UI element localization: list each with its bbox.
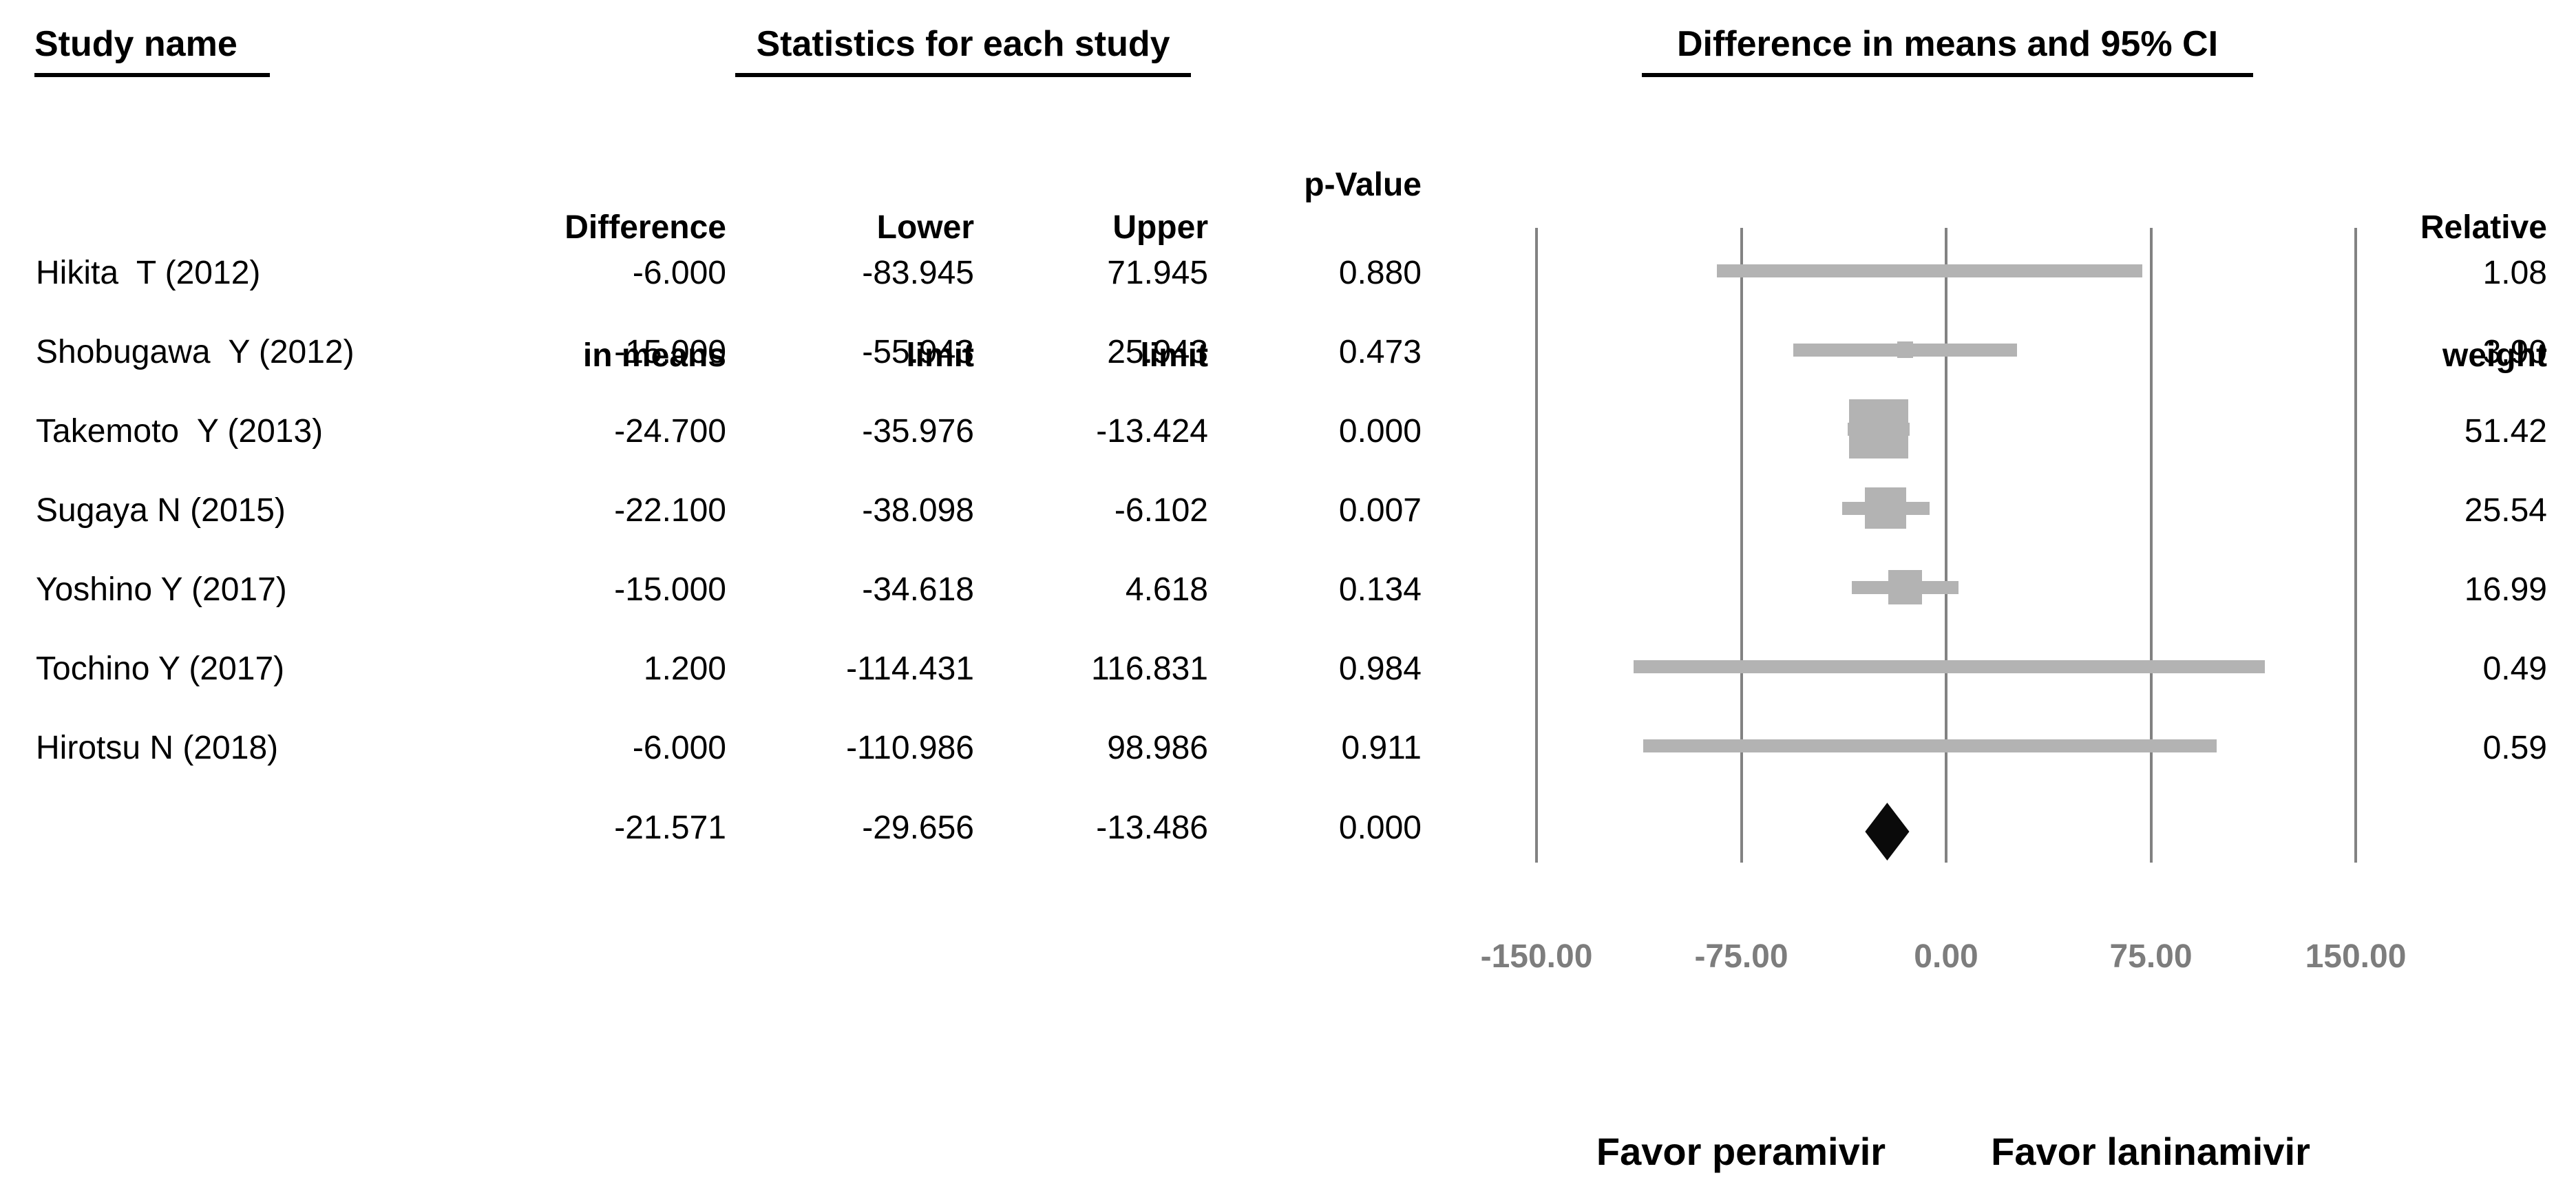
lower-limit-cell: -114.431 <box>846 651 974 687</box>
column-header-line: Difference <box>564 209 726 246</box>
lower-limit-cell: -55.943 <box>862 334 974 370</box>
p-value-cell: 0.134 <box>1338 571 1422 608</box>
relative-weight-cell: 3.90 <box>2482 334 2547 370</box>
relative-weight-cell: 0.59 <box>2482 730 2547 766</box>
relative-weight-cell: 16.99 <box>2464 571 2547 608</box>
lower-limit-cell: -34.618 <box>862 571 974 608</box>
column-header-line: limit <box>1140 337 1208 374</box>
p-value-cell: 0.911 <box>1341 730 1422 766</box>
difference-in-means-cell: 1.200 <box>643 651 726 687</box>
lower-limit-cell: -110.986 <box>846 730 974 766</box>
study-name-header: Study name <box>34 23 270 77</box>
p-value-cell: 0.984 <box>1338 651 1422 687</box>
column-header-line: limit <box>906 337 974 374</box>
x-tick-label: 0.00 <box>1914 938 1978 975</box>
mean-square-marker <box>1897 341 1914 358</box>
p-value-cell: 0.007 <box>1338 492 1422 529</box>
ci-line <box>1634 660 2266 673</box>
study-name-cell: Yoshino Y (2017) <box>36 571 287 608</box>
difference-in-means-cell: -22.100 <box>614 492 726 529</box>
plot-header: Difference in means and 95% CI <box>1642 23 2253 77</box>
x-tick-label: 75.00 <box>2109 938 2193 975</box>
difference-in-means-cell: -24.700 <box>614 413 726 450</box>
mean-square-marker <box>1888 570 1923 604</box>
p-value-cell: 0.880 <box>1338 255 1422 291</box>
column-header-line: weight <box>2442 337 2547 374</box>
column-header-lower-limit: Lower limit <box>0 121 974 463</box>
lower-limit-cell: -35.976 <box>862 413 974 450</box>
upper-limit-cell: 116.831 <box>1091 651 1208 687</box>
gridline-0 <box>1945 228 1947 863</box>
mean-square-marker <box>1865 487 1907 529</box>
column-header-upper-limit: Upper limit <box>0 121 1208 463</box>
study-name-cell: Takemoto Y (2013) <box>36 413 324 450</box>
upper-limit-cell: 4.618 <box>1125 571 1208 608</box>
relative-weight-cell: 1.08 <box>2482 255 2547 291</box>
upper-limit-cell: 98.986 <box>1107 730 1208 766</box>
column-header-relative-weight: Relative weight <box>2272 121 2547 463</box>
column-header-line: Upper <box>1112 209 1208 246</box>
statistics-header: Statistics for each study <box>735 23 1191 77</box>
lower-limit-cell: -83.945 <box>862 255 974 291</box>
ci-line <box>1643 739 2217 752</box>
x-tick-label: -75.00 <box>1694 938 1788 975</box>
x-tick-label: 150.00 <box>2305 938 2407 975</box>
lower-limit-cell: -38.098 <box>862 492 974 529</box>
upper-limit-cell: -13.424 <box>1096 413 1208 450</box>
relative-weight-cell: 25.54 <box>2464 492 2547 529</box>
upper-limit-cell: -13.486 <box>1096 810 1208 846</box>
column-header-line: in means <box>582 337 726 374</box>
p-value-cell: 0.473 <box>1338 334 1422 370</box>
favor-left-label: Favor peramivir <box>1596 1130 1886 1173</box>
upper-limit-cell: 25.943 <box>1107 334 1208 370</box>
column-header-p-value: p-Value <box>1304 167 1422 203</box>
study-name-cell: Hirotsu N (2018) <box>36 730 279 766</box>
upper-limit-cell: -6.102 <box>1114 492 1208 529</box>
ci-line <box>1717 264 2143 277</box>
x-tick-label: -150.00 <box>1480 938 1593 975</box>
relative-weight-cell: 0.49 <box>2482 651 2547 687</box>
mean-square-marker <box>1849 399 1908 458</box>
upper-limit-cell: 71.945 <box>1107 255 1208 291</box>
gridline-75 <box>2149 228 2153 863</box>
difference-in-means-cell: -15.000 <box>614 334 726 370</box>
difference-in-means-cell: -6.000 <box>632 255 726 291</box>
difference-in-means-cell: -15.000 <box>614 571 726 608</box>
column-header-line: Lower <box>876 209 974 246</box>
study-name-cell: Sugaya N (2015) <box>36 492 286 529</box>
gridline-150 <box>2354 228 2357 863</box>
study-name-cell: Tochino Y (2017) <box>36 651 285 687</box>
column-header-line: Relative <box>2420 209 2547 246</box>
favor-right-label: Favor laninamivir <box>1991 1130 2310 1173</box>
p-value-cell: 0.000 <box>1338 413 1422 450</box>
study-name-cell: Shobugawa Y (2012) <box>36 334 355 370</box>
study-name-cell: Hikita T (2012) <box>36 255 261 291</box>
difference-in-means-cell: -6.000 <box>632 730 726 766</box>
p-value-cell: 0.000 <box>1338 810 1422 846</box>
relative-weight-cell: 51.42 <box>2464 413 2547 450</box>
gridline--75 <box>1740 228 1743 863</box>
gridline--150 <box>1535 228 1538 863</box>
difference-in-means-cell: -21.571 <box>614 810 726 846</box>
column-header-difference-in-means: Difference in means <box>0 121 726 463</box>
lower-limit-cell: -29.656 <box>862 810 974 846</box>
